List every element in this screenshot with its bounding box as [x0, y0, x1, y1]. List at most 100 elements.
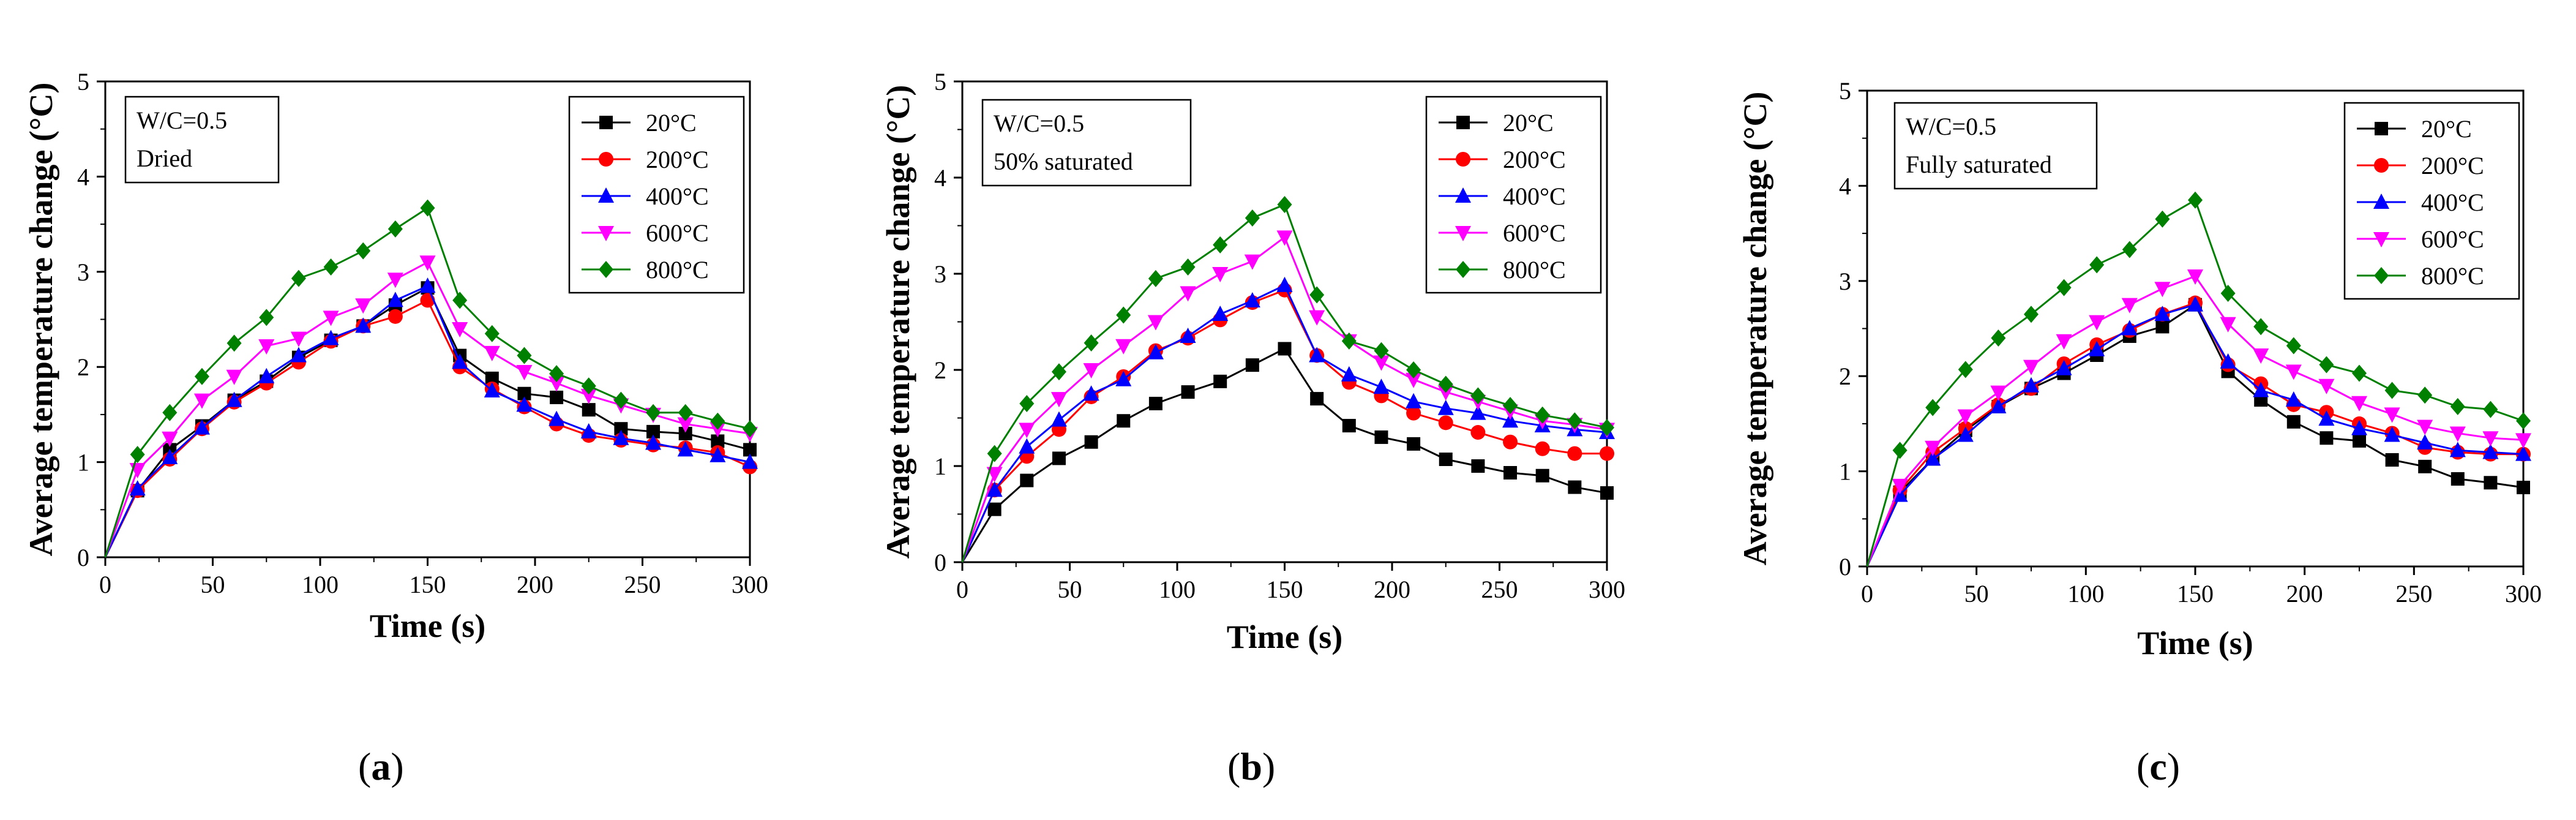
series-400°C [961, 276, 1615, 563]
y-tick-label: 1 [1839, 458, 1851, 486]
data-point [582, 403, 596, 417]
data-point [986, 467, 1003, 483]
data-point [2155, 320, 2170, 334]
legend-label: 200°C [1503, 146, 1566, 173]
data-point [1958, 361, 1973, 378]
y-tick-label: 5 [77, 68, 89, 96]
data-point [2187, 296, 2203, 312]
data-point [387, 273, 403, 288]
series-600°C [1866, 269, 2531, 567]
data-point [2320, 431, 2334, 445]
data-point [485, 371, 499, 385]
data-point [484, 345, 500, 361]
data-point [677, 417, 694, 433]
data-point [1374, 342, 1389, 359]
x-tick-label: 100 [302, 571, 339, 598]
data-point [1050, 411, 1067, 427]
data-point [290, 331, 307, 347]
data-point [484, 382, 500, 398]
data-point [2056, 359, 2072, 375]
data-point [1568, 480, 1582, 494]
data-point [1406, 393, 1422, 408]
y-tick-label: 3 [1839, 268, 1851, 295]
data-point [388, 220, 403, 238]
data-point [452, 322, 468, 338]
data-point [2418, 459, 2432, 473]
legend-marker [598, 187, 614, 203]
data-point [1990, 397, 2007, 413]
data-point [743, 443, 757, 457]
y-tick-label: 5 [1839, 77, 1851, 105]
chart-b: 0 50 100 150 200 250 300 0 1 2 3 4 5 Time (s) Average … [880, 68, 1625, 655]
data-point [1051, 363, 1066, 381]
data-point [194, 367, 209, 385]
y-tick-label: 4 [934, 164, 946, 192]
y-tick-label: 4 [1839, 172, 1851, 200]
legend-label: 400°C [1503, 182, 1566, 210]
data-point [1310, 392, 1324, 406]
annotation-text: Fully saturated [1906, 151, 2052, 178]
data-point [1925, 450, 1941, 466]
legend-marker [2373, 232, 2389, 247]
data-point [580, 423, 597, 438]
y-axis-label: Average temperature change (°C) [23, 83, 59, 557]
data-point [645, 434, 662, 450]
data-point [1470, 404, 1486, 420]
data-point [2417, 386, 2433, 404]
data-point [1600, 419, 1614, 437]
data-point [1990, 385, 2007, 401]
chart-panel-a: 0 50 100 150 200 250 300 0 1 2 3 4 5 Time (s) Average … [0, 0, 857, 820]
legend-entry: 200°C [2357, 152, 2484, 179]
legend-entry: 600°C [1439, 219, 1566, 247]
legend-label: 800°C [2421, 262, 2484, 290]
data-point [517, 347, 532, 364]
y-tick-label: 1 [934, 453, 946, 480]
legend-marker [1455, 187, 1471, 203]
data-point [1212, 305, 1229, 321]
data-point [1115, 339, 1132, 355]
annotation-box [1893, 102, 2098, 190]
data-point [419, 255, 436, 271]
data-point [517, 386, 531, 401]
data-point [1084, 435, 1098, 449]
data-point [1437, 385, 1454, 401]
data-point [1503, 397, 1518, 415]
legend-marker [1456, 152, 1470, 167]
data-point [1373, 378, 1390, 394]
y-tick-label: 1 [77, 449, 89, 476]
data-point [2449, 442, 2466, 457]
data-point [290, 347, 307, 363]
legend-marker [2374, 267, 2389, 284]
annotation-text: W/C=0.5 [137, 107, 227, 134]
data-point [1437, 399, 1454, 415]
data-point [226, 391, 242, 407]
data-point [2286, 337, 2301, 355]
legend-marker [2375, 122, 2388, 135]
data-point [1117, 414, 1131, 428]
data-point [2417, 419, 2433, 435]
data-point [1148, 269, 1163, 287]
data-point [1406, 405, 1421, 421]
data-point [1567, 446, 1582, 461]
data-point [1278, 342, 1292, 356]
data-point [2318, 410, 2335, 426]
y-tick-label: 3 [934, 260, 946, 288]
data-point [1084, 334, 1099, 352]
data-point [1276, 276, 1293, 292]
legend-entry: 800°C [582, 256, 709, 284]
data-point [2351, 419, 2367, 435]
data-point [1925, 399, 1941, 416]
data-point [387, 292, 403, 307]
data-point [1050, 392, 1067, 408]
data-point [1115, 371, 1132, 386]
data-point [2154, 282, 2171, 298]
legend-marker [598, 226, 614, 241]
data-point [1407, 437, 1421, 451]
data-point [193, 393, 210, 409]
caption-c: (c) [2136, 745, 2181, 788]
data-point [1892, 442, 1908, 459]
data-point [2384, 426, 2400, 442]
data-point [1341, 366, 1357, 382]
data-point [419, 277, 436, 293]
data-point [711, 434, 725, 448]
